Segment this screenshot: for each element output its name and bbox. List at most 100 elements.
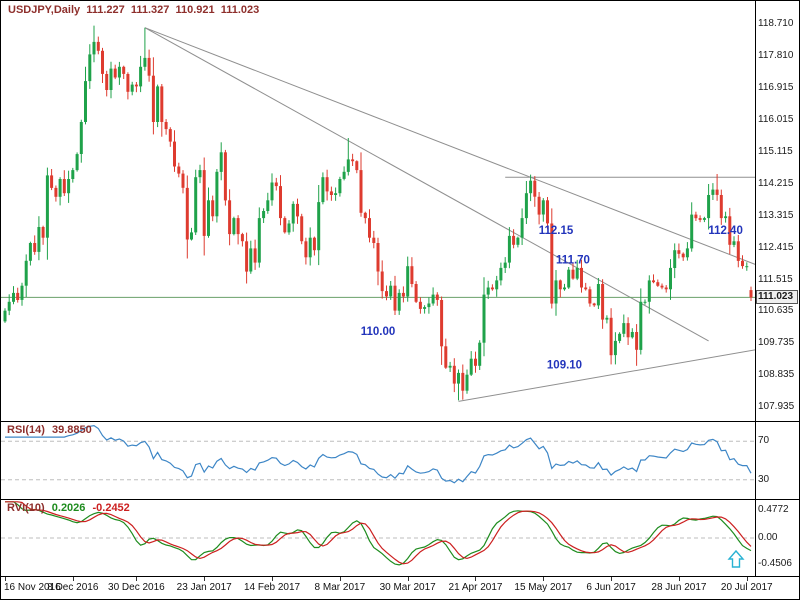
rvi-axis[interactable]: 0.4772 0.00 -0.4506 bbox=[755, 500, 799, 576]
candle-body bbox=[7, 301, 11, 311]
candle-body bbox=[122, 66, 126, 74]
panel-divider-rvi[interactable] bbox=[1, 499, 799, 500]
candle-body bbox=[567, 269, 571, 288]
rsi-axis[interactable]: 70 30 bbox=[755, 422, 799, 499]
rsi-header: RSI(14) 39.8850 bbox=[7, 424, 96, 436]
time-axis-tick bbox=[136, 577, 138, 581]
price-axis-tick: 113.315 bbox=[758, 209, 794, 221]
candle-body bbox=[397, 292, 401, 311]
price-annotation[interactable]: 112.15 bbox=[539, 225, 574, 237]
price-axis-tick: 117.810 bbox=[758, 49, 794, 61]
candle-body bbox=[105, 74, 109, 90]
candle-body bbox=[67, 179, 71, 194]
candle-body bbox=[736, 241, 740, 261]
time-axis-label: 23 Jan 2017 bbox=[176, 582, 232, 593]
rvi-axis-tick: -0.4506 bbox=[758, 558, 792, 570]
candle-body bbox=[75, 154, 79, 171]
price-axis-tick: 118.710 bbox=[758, 17, 794, 29]
candle-body bbox=[609, 317, 613, 356]
symbol-timeframe-label: USDJPY,Daily bbox=[8, 4, 81, 16]
time-axis-tick bbox=[407, 577, 409, 581]
candle-body bbox=[728, 216, 732, 245]
candle-body bbox=[202, 170, 206, 236]
candle-body bbox=[266, 200, 270, 211]
open-value: 111.227 bbox=[86, 4, 125, 16]
candle-body bbox=[79, 122, 83, 154]
candle-body bbox=[563, 287, 566, 290]
candle-body bbox=[639, 301, 643, 350]
candle-body bbox=[448, 365, 452, 368]
candle-body bbox=[618, 333, 622, 341]
candle-body bbox=[143, 57, 147, 67]
price-annotation[interactable]: 112.40 bbox=[708, 225, 743, 237]
candle-body bbox=[228, 200, 232, 235]
candle-body bbox=[249, 248, 253, 272]
candle-body bbox=[156, 86, 160, 122]
time-axis-tick bbox=[543, 577, 545, 581]
candle-body bbox=[359, 170, 363, 213]
candle-body bbox=[334, 193, 338, 195]
time-axis-tick bbox=[475, 577, 477, 581]
candle-body bbox=[533, 180, 537, 197]
candle-body bbox=[592, 303, 596, 306]
price-annotation[interactable]: 110.00 bbox=[361, 326, 396, 338]
candle-body bbox=[342, 171, 346, 179]
candle-body bbox=[312, 237, 316, 251]
time-axis[interactable]: 16 Nov 2016 8 Dec 2016 30 Dec 2016 23 Jan 2… bbox=[1, 577, 799, 599]
price-axis-tick: 108.835 bbox=[758, 369, 795, 381]
price-axis-tick: 112.415 bbox=[758, 241, 794, 253]
rvi-label: RVI(10) bbox=[7, 502, 45, 514]
time-axis-label: 16 Nov 2016 bbox=[4, 582, 61, 593]
main-chart-area[interactable]: 112.15 111.70 112.40 110.00 109.10 USDJPY,Da… bbox=[1, 1, 755, 421]
candle-body bbox=[363, 212, 367, 219]
candle-body bbox=[325, 177, 329, 192]
candle-body bbox=[253, 248, 257, 263]
price-axis-tick: 107.935 bbox=[758, 401, 795, 413]
time-axis-tick bbox=[746, 577, 748, 581]
candlestick-chart[interactable]: 112.15 111.70 112.40 110.00 109.10 bbox=[1, 1, 755, 421]
candle-body bbox=[465, 374, 469, 391]
up-arrow-icon[interactable] bbox=[727, 549, 745, 568]
candle-body bbox=[393, 285, 397, 311]
candle-body bbox=[62, 179, 66, 194]
time-axis-tick bbox=[5, 577, 6, 581]
candle-body bbox=[270, 182, 274, 201]
descending-trendline-steep[interactable] bbox=[144, 27, 709, 342]
candle-body bbox=[164, 122, 168, 130]
candle-body bbox=[719, 195, 723, 219]
panel-divider-rsi[interactable] bbox=[1, 421, 799, 422]
candle-body bbox=[444, 346, 448, 368]
candle-body bbox=[495, 280, 499, 290]
descending-trendline-major[interactable] bbox=[144, 27, 755, 265]
candle-body bbox=[554, 280, 558, 304]
candle-body bbox=[190, 232, 193, 240]
time-axis-label: 20 Jul 2017 bbox=[720, 582, 773, 593]
price-axis-tick: 114.215 bbox=[758, 177, 794, 189]
candle-body bbox=[571, 269, 575, 279]
rvi-line bbox=[5, 501, 752, 566]
price-axis[interactable]: 118.710 117.810 116.915 116.015 115.115 114.2… bbox=[755, 1, 799, 421]
price-annotation[interactable]: 111.70 bbox=[556, 254, 590, 266]
candle-body bbox=[622, 323, 626, 334]
price-axis-tick: 116.915 bbox=[758, 81, 794, 93]
candle-body bbox=[223, 152, 227, 201]
candle-body bbox=[185, 187, 189, 240]
candle-body bbox=[45, 175, 49, 238]
time-axis-label: 21 Apr 2017 bbox=[448, 582, 503, 593]
candle-body bbox=[168, 129, 172, 142]
rsi-panel[interactable]: RSI(14) 39.8850 bbox=[1, 422, 755, 499]
price-annotation[interactable]: 109.10 bbox=[547, 359, 582, 371]
candle-body bbox=[338, 179, 342, 194]
candle-body bbox=[478, 342, 482, 366]
time-axis-label: 6 Jun 2017 bbox=[586, 582, 636, 593]
candle-body bbox=[410, 266, 414, 284]
rvi-panel[interactable]: RVI(10) 0.2026 -0.2452 bbox=[1, 500, 755, 576]
candle-body bbox=[613, 340, 617, 356]
ascending-support-trendline[interactable] bbox=[458, 349, 756, 402]
candle-body bbox=[601, 284, 605, 320]
candle-body bbox=[541, 200, 545, 215]
candle-body bbox=[54, 187, 58, 197]
candle-body bbox=[656, 282, 660, 286]
main-chart-row: 112.15 111.70 112.40 110.00 109.10 USDJPY,Da… bbox=[1, 1, 799, 421]
